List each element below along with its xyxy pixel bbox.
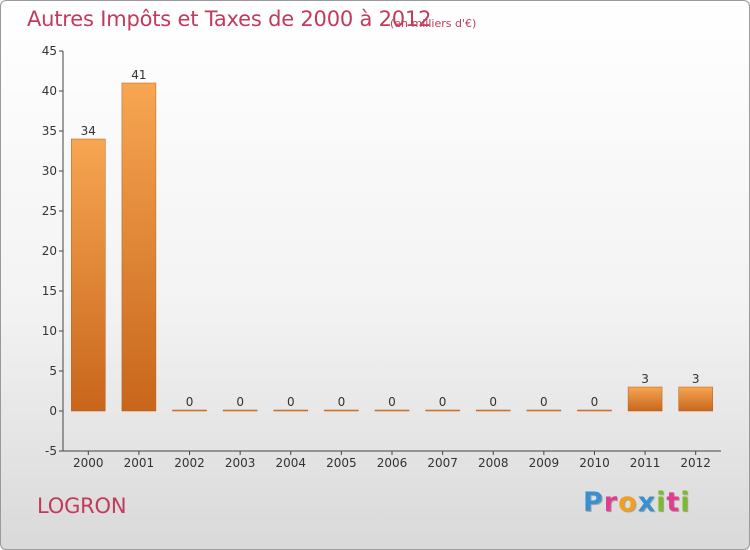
bar <box>526 409 562 412</box>
x-tick-label: 2010 <box>579 456 610 470</box>
data-label: 0 <box>591 395 599 409</box>
logo-letter: r <box>603 487 619 518</box>
data-label: 0 <box>439 395 447 409</box>
bar <box>172 409 207 412</box>
logo-letter: i <box>680 487 691 518</box>
commune-name: LOGRON <box>37 494 127 518</box>
y-tick-label: 25 <box>42 204 57 218</box>
logo-letter: x <box>637 487 657 518</box>
data-label: 34 <box>81 124 96 138</box>
data-label: 0 <box>287 395 295 409</box>
bar <box>627 386 663 412</box>
bar <box>324 409 359 412</box>
chart-subtitle: (en milliers d'€) <box>390 17 477 30</box>
chart-bars <box>71 82 713 412</box>
x-tick-label: 2007 <box>427 456 458 470</box>
y-tick-label: 5 <box>49 364 57 378</box>
x-tick-label: 2002 <box>174 456 205 470</box>
x-tick-label: 2009 <box>529 456 560 470</box>
x-tick-label: 2012 <box>680 456 711 470</box>
bar <box>121 82 157 412</box>
logo-letter: i <box>656 487 667 518</box>
x-tick-label: 2006 <box>377 456 408 470</box>
data-label: 0 <box>388 395 396 409</box>
x-tick-label: 2004 <box>275 456 306 470</box>
y-tick-label: 30 <box>42 164 57 178</box>
data-label: 0 <box>186 395 194 409</box>
data-label: 0 <box>540 395 548 409</box>
x-tick-label: 2011 <box>630 456 661 470</box>
bar <box>475 409 511 412</box>
data-label: 3 <box>641 372 649 386</box>
bar <box>678 386 713 412</box>
x-tick-label: 2003 <box>225 456 256 470</box>
bar <box>577 409 612 412</box>
bar <box>425 409 460 412</box>
logo-letter: P <box>583 487 604 518</box>
x-tick-label: 2000 <box>73 456 104 470</box>
chart-title: Autres Impôts et Taxes de 2000 à 2012 <box>27 7 432 31</box>
data-label: 0 <box>489 395 497 409</box>
bar <box>374 409 410 412</box>
y-tick-label: -5 <box>45 444 57 458</box>
bar <box>273 409 309 412</box>
bar <box>222 409 258 412</box>
x-tick-label: 2005 <box>326 456 357 470</box>
data-label: 0 <box>338 395 346 409</box>
y-tick-label: 0 <box>49 404 57 418</box>
y-tick-label: 20 <box>42 244 57 258</box>
data-label: 41 <box>131 68 146 82</box>
logo-letter: t <box>666 487 681 518</box>
proxiti-logo: Proxiti <box>583 487 691 518</box>
chart-data-labels: 34 41 0 0 0 0 0 0 0 0 0 3 3 <box>81 68 700 409</box>
y-tick-label: 35 <box>42 124 57 138</box>
y-tick-label: 40 <box>42 84 57 98</box>
data-label: 3 <box>692 372 700 386</box>
bar <box>71 138 106 412</box>
x-tick-label: 2008 <box>478 456 509 470</box>
x-tick-label: 2001 <box>124 456 155 470</box>
logo-letter: o <box>618 487 638 518</box>
data-label: 0 <box>236 395 244 409</box>
y-tick-label: 45 <box>42 44 57 58</box>
y-tick-label: 15 <box>42 284 57 298</box>
y-tick-label: 10 <box>42 324 57 338</box>
